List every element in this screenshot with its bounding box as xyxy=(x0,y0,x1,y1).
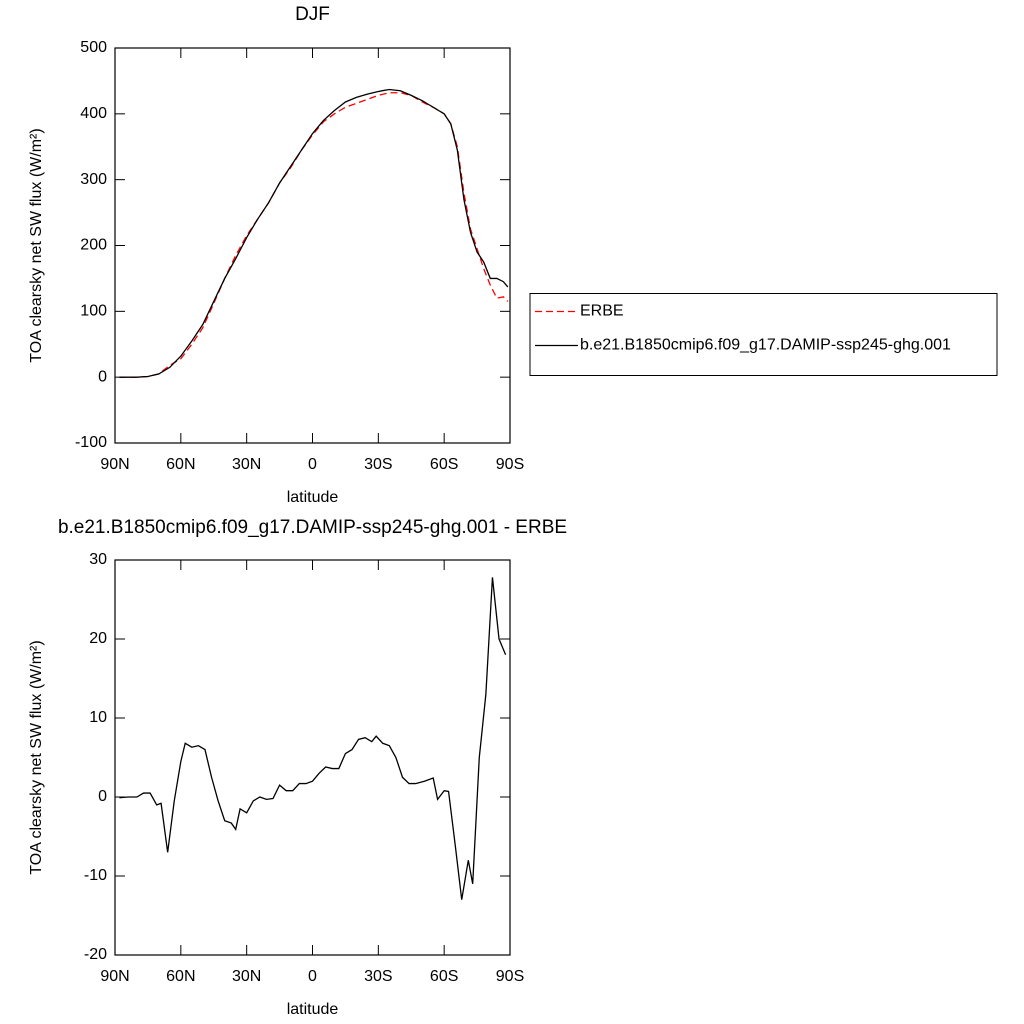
data-line xyxy=(119,577,507,900)
x-tick-label: 90S xyxy=(496,456,524,473)
y-tick-label: 10 xyxy=(89,709,107,726)
y-tick-label: 300 xyxy=(80,171,107,188)
legend-box xyxy=(529,293,998,376)
x-axis-label: latitude xyxy=(287,489,339,506)
x-tick-label: 90N xyxy=(100,968,129,985)
y-tick-label: 400 xyxy=(80,105,107,122)
x-tick-label: 30S xyxy=(364,968,392,985)
x-tick-label: 30N xyxy=(232,456,261,473)
x-tick-label: 30S xyxy=(364,456,392,473)
legend-label: ERBE xyxy=(580,303,624,320)
y-tick-label: 100 xyxy=(80,303,107,320)
x-tick-label: 0 xyxy=(308,968,317,985)
x-tick-label: 60S xyxy=(430,968,458,985)
chart-title: DJF xyxy=(295,4,330,25)
y-tick-label: 30 xyxy=(89,551,107,568)
x-tick-label: 0 xyxy=(308,456,317,473)
x-tick-label: 60N xyxy=(166,968,195,985)
plot-frame xyxy=(114,47,511,444)
y-tick-label: 20 xyxy=(89,630,107,647)
y-tick-label: 0 xyxy=(98,788,107,805)
legend-label: b.e21.B1850cmip6.f09_g17.DAMIP-ssp245-gh… xyxy=(580,337,951,354)
x-tick-label: 60N xyxy=(166,456,195,473)
y-tick-label: 500 xyxy=(80,39,107,56)
x-tick-label: 60S xyxy=(430,456,458,473)
y-tick-label: -20 xyxy=(84,946,107,963)
y-axis-label: TOA clearsky net SW flux (W/m²) xyxy=(28,640,45,874)
y-tick-label: -100 xyxy=(75,434,107,451)
y-tick-label: 200 xyxy=(80,237,107,254)
y-tick-label: -10 xyxy=(84,867,107,884)
x-tick-label: 30N xyxy=(232,968,261,985)
x-axis-label: latitude xyxy=(287,1001,339,1018)
x-tick-label: 90S xyxy=(496,968,524,985)
y-tick-label: 0 xyxy=(98,368,107,385)
data-line xyxy=(119,92,509,378)
plot-frame xyxy=(114,559,511,956)
y-axis-label: TOA clearsky net SW flux (W/m²) xyxy=(28,128,45,362)
data-line xyxy=(119,88,509,378)
x-tick-label: 90N xyxy=(100,456,129,473)
chart-title: b.e21.B1850cmip6.f09_g17.DAMIP-ssp245-gh… xyxy=(58,517,567,538)
